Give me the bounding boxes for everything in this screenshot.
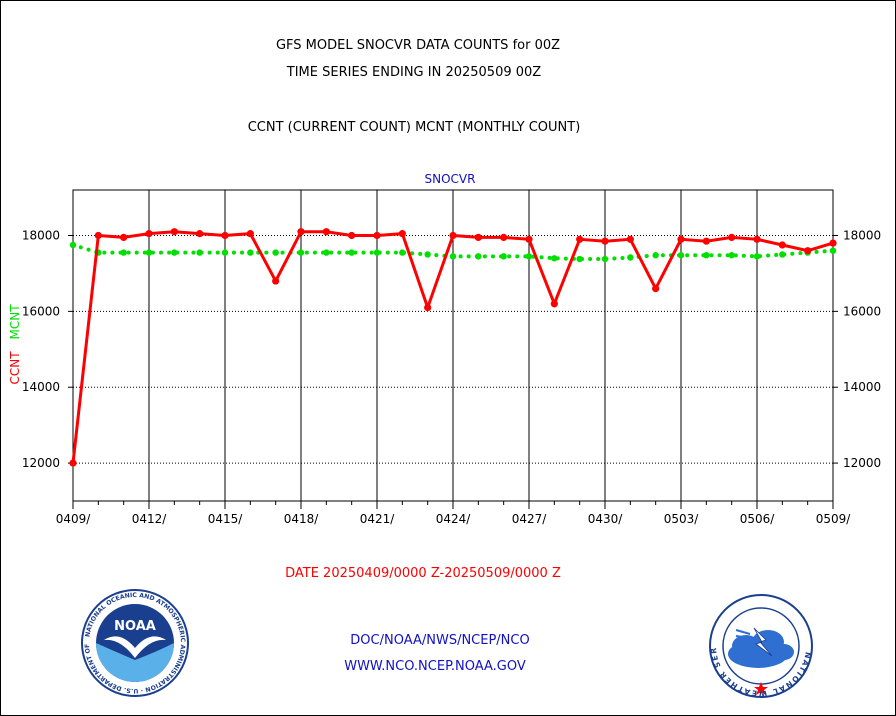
- x-tick-label: 0415/: [208, 512, 244, 526]
- data-point-mcnt: [525, 253, 533, 260]
- data-point-mcnt: [652, 252, 659, 259]
- data-point-mcnt: [703, 252, 710, 259]
- data-point-mcnt: [829, 247, 837, 254]
- x-tick-label: 0427/: [512, 512, 548, 526]
- data-point-mcnt: [171, 249, 178, 256]
- y-tick-label-right: 14000: [843, 380, 881, 394]
- data-point-ccnt: [677, 235, 685, 243]
- y-tick-label-left: 12000: [22, 456, 60, 470]
- data-point-mcnt: [247, 249, 254, 256]
- data-point-ccnt: [601, 237, 609, 245]
- data-point-ccnt: [702, 237, 710, 245]
- data-point-ccnt: [474, 233, 482, 242]
- noaa-logo-icon: NOAA NATIONAL OCEANIC AND ATMOSPHERIC AD…: [80, 588, 189, 697]
- data-point-mcnt: [728, 252, 735, 259]
- data-point-ccnt: [120, 233, 128, 242]
- noaa-logo-text: NOAA: [114, 619, 156, 634]
- data-point-ccnt: [145, 230, 153, 238]
- data-point-ccnt: [804, 247, 812, 255]
- nws-logo-icon: NATIONAL WEATHER SERVICE: [706, 594, 813, 698]
- y-axis-label-ccnt: CCNT: [8, 351, 22, 385]
- y-tick-label-right: 12000: [843, 456, 881, 470]
- y-tick-label-right: 18000: [843, 229, 881, 243]
- data-point-mcnt: [69, 241, 77, 249]
- axes: 12000 12000 14000 14000 16000 16000 18000 18000…: [22, 229, 881, 526]
- data-point-ccnt: [297, 228, 305, 236]
- y-axis-label-mcnt: MCNT: [8, 304, 22, 340]
- data-point-mcnt: [272, 249, 279, 256]
- data-point-ccnt: [550, 300, 558, 308]
- y-tick-label-left: 18000: [22, 229, 60, 243]
- data-point-mcnt: [348, 249, 355, 256]
- data-point-mcnt: [627, 254, 634, 261]
- data-point-mcnt: [424, 251, 431, 258]
- data-point-ccnt: [348, 231, 356, 240]
- data-point-ccnt: [778, 241, 786, 249]
- data-point-mcnt: [551, 255, 558, 262]
- data-point-ccnt: [753, 235, 761, 243]
- x-tick-label: 0424/: [436, 512, 472, 526]
- series-layer: [69, 228, 837, 467]
- data-point-mcnt: [677, 252, 685, 259]
- data-point-ccnt: [373, 231, 381, 240]
- data-point-ccnt: [728, 233, 736, 242]
- data-point-mcnt: [601, 255, 609, 263]
- credit-line-1: DOC/NOAA/NWS/NCEP/NCO: [350, 633, 530, 648]
- x-tick-label: 0509/: [816, 512, 852, 526]
- data-point-mcnt: [753, 253, 761, 260]
- data-point-mcnt: [399, 249, 406, 256]
- data-point-mcnt: [196, 249, 203, 256]
- data-point-mcnt: [323, 249, 330, 256]
- date-range: DATE 20250409/0000 Z-20250509/0000 Z: [285, 566, 561, 581]
- data-point-ccnt: [576, 235, 584, 243]
- data-point-mcnt: [145, 249, 153, 256]
- data-point-ccnt: [398, 230, 406, 238]
- data-point-ccnt: [626, 235, 634, 243]
- data-point-mcnt: [120, 249, 127, 256]
- data-point-ccnt: [652, 285, 660, 293]
- x-tick-label: 0430/: [588, 512, 624, 526]
- data-point-mcnt: [500, 253, 507, 260]
- data-point-ccnt: [322, 228, 330, 236]
- data-point-ccnt: [246, 230, 254, 238]
- chart-title-line1: GFS MODEL SNOCVR DATA COUNTS for 00Z: [275, 38, 561, 53]
- data-point-mcnt: [373, 249, 381, 256]
- data-point-ccnt: [94, 231, 102, 240]
- data-point-ccnt: [221, 231, 229, 240]
- data-point-mcnt: [779, 251, 786, 258]
- x-tick-label: 0418/: [284, 512, 320, 526]
- x-tick-label: 0409/: [56, 512, 92, 526]
- data-point-ccnt: [500, 233, 508, 242]
- y-tick-label-right: 16000: [843, 304, 881, 318]
- x-tick-label: 0506/: [740, 512, 776, 526]
- panel-label: SNOCVR: [424, 172, 476, 186]
- y-tick-label-left: 14000: [22, 380, 60, 394]
- x-tick-label: 0412/: [132, 512, 168, 526]
- data-point-mcnt: [221, 249, 229, 256]
- data-point-mcnt: [576, 255, 583, 263]
- y-tick-label-left: 16000: [22, 304, 60, 318]
- credit-website: WWW.NCO.NCEP.NOAA.GOV: [344, 659, 526, 674]
- data-point-ccnt: [525, 235, 533, 243]
- data-point-ccnt: [272, 277, 280, 285]
- data-point-ccnt: [829, 239, 837, 247]
- chart-title-line3: CCNT (CURRENT COUNT) MCNT (MONTHLY COUNT…: [247, 120, 581, 135]
- x-tick-label: 0421/: [360, 512, 396, 526]
- data-point-ccnt: [69, 459, 77, 467]
- chart-title-line2: TIME SERIES ENDING IN 20250509 00Z: [286, 65, 542, 80]
- data-point-mcnt: [449, 253, 457, 260]
- data-point-mcnt: [297, 249, 305, 256]
- data-point-ccnt: [170, 228, 178, 236]
- data-point-ccnt: [449, 231, 457, 240]
- data-point-ccnt: [424, 303, 432, 312]
- x-tick-label: 0503/: [664, 512, 700, 526]
- data-point-ccnt: [196, 230, 204, 238]
- data-point-mcnt: [475, 253, 482, 260]
